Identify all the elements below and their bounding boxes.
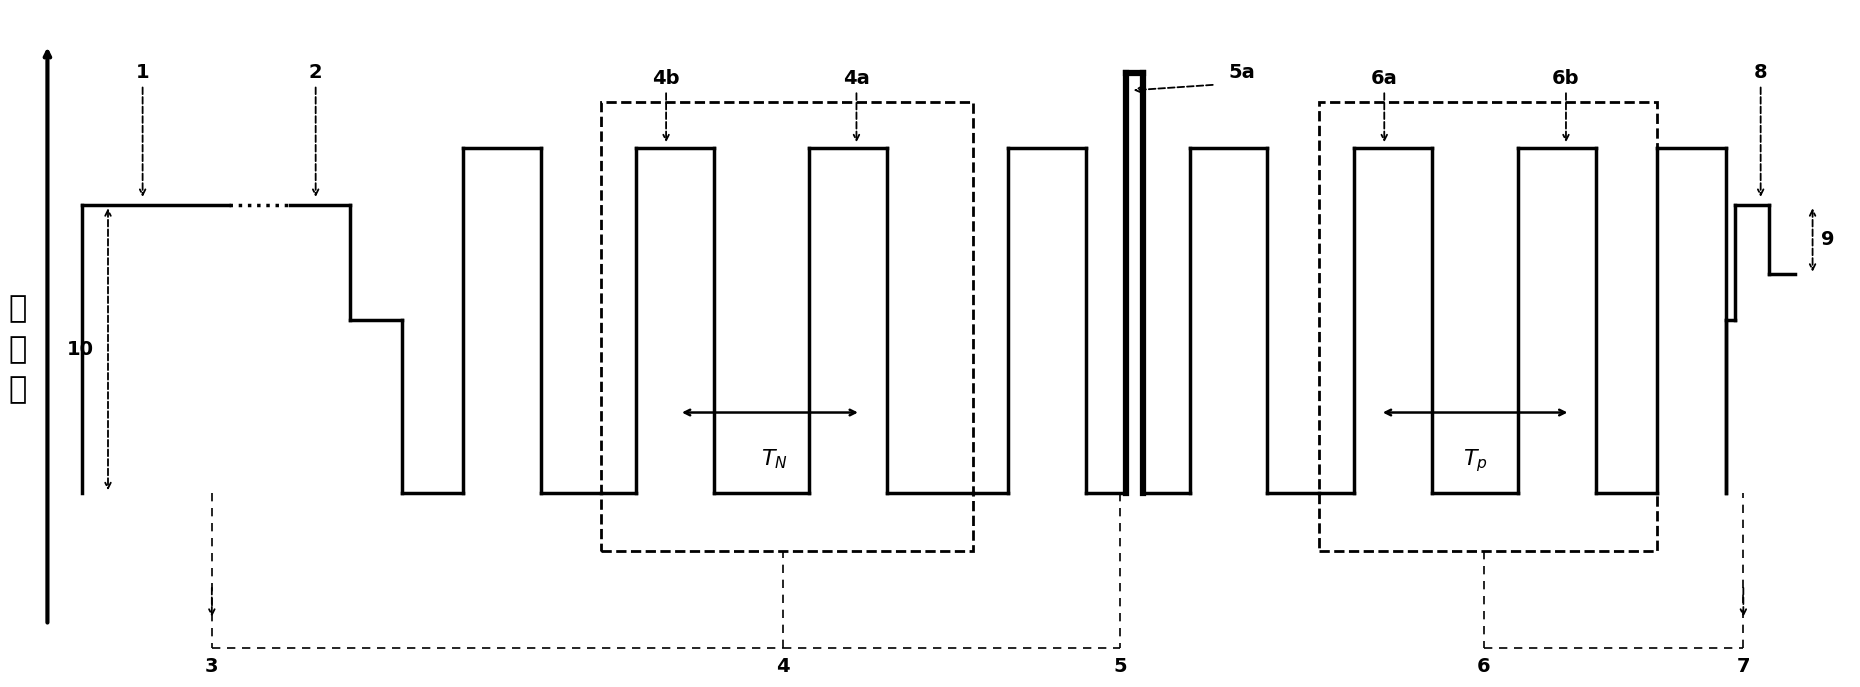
Bar	[1319, 102, 1657, 550]
Bar	[601, 102, 973, 550]
Text: 1: 1	[136, 63, 149, 82]
Text: 6b: 6b	[1553, 69, 1579, 87]
Text: 10: 10	[67, 340, 95, 359]
Text: 3: 3	[205, 657, 219, 676]
Text: 4b: 4b	[653, 69, 681, 87]
Text: 6: 6	[1477, 657, 1490, 676]
Text: 7: 7	[1737, 657, 1750, 676]
Text: 8: 8	[1754, 63, 1767, 82]
Text: 4: 4	[776, 657, 790, 676]
Text: 6a: 6a	[1371, 69, 1397, 87]
Text: 5: 5	[1114, 657, 1127, 676]
Text: $T_N$: $T_N$	[761, 447, 787, 471]
Text: 折
射
率: 折 射 率	[9, 294, 28, 404]
Text: 5a: 5a	[1228, 63, 1256, 82]
Text: $T_p$: $T_p$	[1462, 447, 1488, 474]
Text: 9: 9	[1821, 230, 1834, 249]
Text: 4a: 4a	[843, 69, 870, 87]
Text: 2: 2	[309, 63, 322, 82]
